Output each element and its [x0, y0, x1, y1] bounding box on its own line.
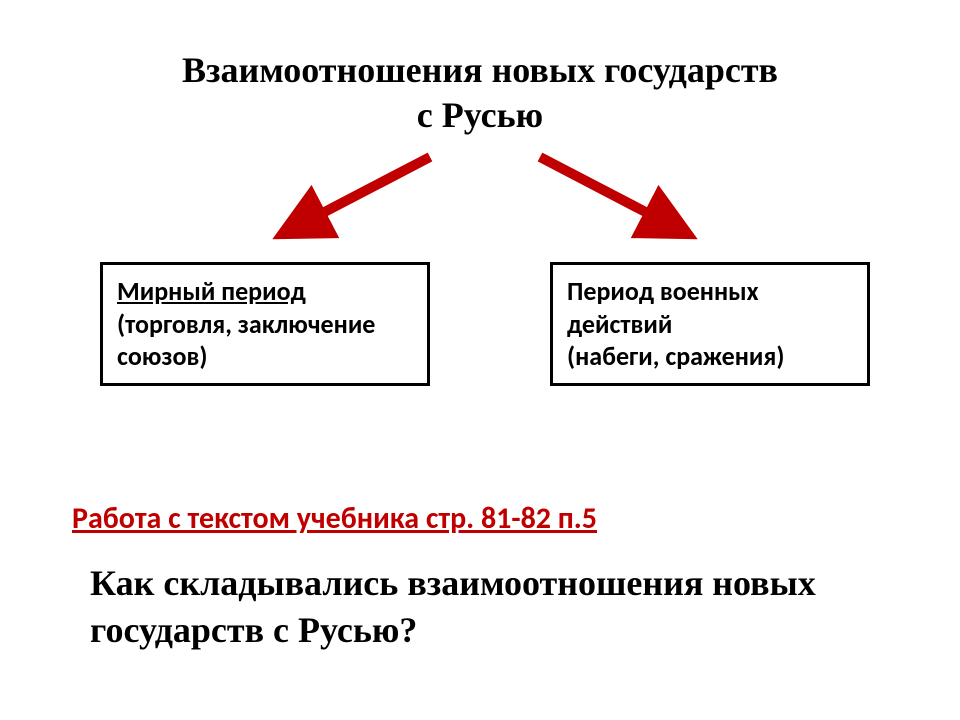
- arrow-right: [540, 157, 680, 230]
- box-left-title: Мирный период: [117, 275, 306, 307]
- title-line1: Взаимоотношения новых государств: [182, 50, 778, 90]
- branch-arrows: [0, 145, 960, 265]
- box-left-body: (торговля, заключение союзов): [117, 308, 375, 373]
- box-military-period: Период военных действий (набеги, сражени…: [550, 262, 870, 386]
- question-text: Как складывались взаимоотношения новых г…: [90, 560, 870, 654]
- box-right-title: Период военных действий: [567, 275, 759, 340]
- title-line2: с Русью: [417, 95, 543, 135]
- arrow-left: [290, 157, 430, 230]
- box-right-body: (набеги, сражения): [567, 340, 784, 372]
- slide-title: Взаимоотношения новых государств с Русью: [0, 48, 960, 138]
- task-reference: Работа с текстом учебника стр. 81-82 п.5: [72, 500, 597, 537]
- box-peaceful-period: Мирный период (торговля, заключение союз…: [100, 262, 430, 386]
